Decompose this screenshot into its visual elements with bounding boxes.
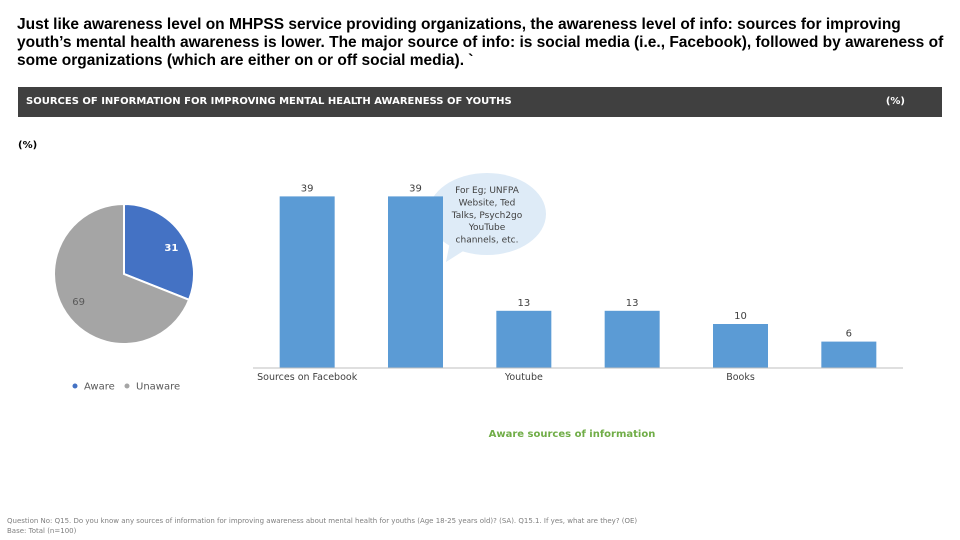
callout-bubble <box>428 173 546 255</box>
bar-data-label: 13 <box>626 298 639 309</box>
callout-text-line: YouTube <box>468 223 506 233</box>
pie-slice-aware <box>123 202 195 302</box>
bar-chart: For Eg; UNFPA Website, Ted Talks, Psych2go… <box>253 173 903 440</box>
pie-chart: 31 69 Aware Unaware <box>53 202 195 393</box>
footer-question: Question No: Q15. Do you know any source… <box>7 517 638 525</box>
pie-data-label: 69 <box>72 297 85 308</box>
bar-data-label: 39 <box>409 183 422 194</box>
bar-data-label: 39 <box>301 183 314 194</box>
legend-marker-unaware <box>124 383 130 389</box>
legend-label-aware: Aware <box>84 382 115 393</box>
bar <box>713 324 768 368</box>
banner-unit: (%) <box>885 96 905 107</box>
bar-data-label: 6 <box>846 329 852 340</box>
banner-title: SOURCES OF INFORMATION FOR IMPROVING MEN… <box>26 96 512 107</box>
pie-slice-unaware <box>53 202 191 345</box>
footer-base: Base: Total (n=100) <box>7 527 77 535</box>
page-headline: Just like awareness level on MHPSS servi… <box>17 16 944 69</box>
x-axis-title: Aware sources of information <box>489 429 656 440</box>
callout-text-line: channels, etc. <box>456 236 519 246</box>
bar <box>388 196 443 368</box>
bar <box>279 196 335 368</box>
callout-text-line: Website, Ted <box>459 198 516 208</box>
bar-data-label: 13 <box>517 298 530 309</box>
pie-unit-label: (%) <box>18 140 38 151</box>
bar <box>496 310 552 368</box>
callout-text-line: For Eg; UNFPA <box>455 186 520 196</box>
legend-label-unaware: Unaware <box>136 382 180 393</box>
x-tick-label: Sources on Facebook <box>257 372 358 383</box>
pie-data-label: 31 <box>164 243 178 254</box>
footer-notes: Question No: Q15. Do you know any source… <box>7 516 637 536</box>
x-tick-label: Books <box>726 372 755 383</box>
bar <box>604 310 660 368</box>
legend-marker-aware <box>72 383 78 389</box>
bar <box>821 341 877 368</box>
section-banner: SOURCES OF INFORMATION FOR IMPROVING MEN… <box>18 87 942 117</box>
callout-text-line: Talks, Psych2go <box>451 211 523 221</box>
bar-data-label: 10 <box>734 311 747 322</box>
x-tick-label: Youtube <box>504 372 543 383</box>
